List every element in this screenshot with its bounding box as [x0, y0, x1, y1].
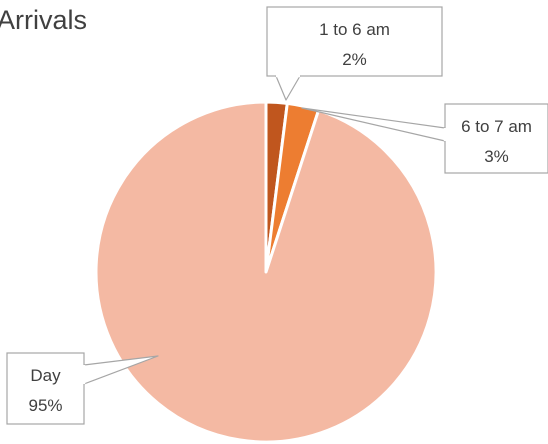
pie-callouts: 1 to 6 am 2% 6 to 7 am 3% Day 95%: [6, 6, 548, 425]
slice-value-label: 95%: [28, 396, 62, 415]
callout-box: [266, 6, 443, 77]
callout-6-to-7-am: 6 to 7 am 3%: [301, 103, 548, 174]
slice-value-label: 3%: [484, 147, 509, 166]
chart-title: Arrivals: [0, 5, 87, 35]
slice-label: 6 to 7 am: [461, 117, 532, 136]
pie-slice-day: [94, 100, 438, 444]
slice-value-label: 2%: [342, 50, 367, 69]
callout-day: Day 95%: [6, 352, 159, 425]
callout-1-to-6-am: 1 to 6 am 2%: [266, 6, 443, 101]
pie-slices: [94, 100, 438, 444]
slice-label: Day: [30, 366, 61, 385]
callout-leader: [275, 75, 301, 101]
slice-label: 1 to 6 am: [319, 20, 390, 39]
callout-box: [6, 352, 85, 425]
